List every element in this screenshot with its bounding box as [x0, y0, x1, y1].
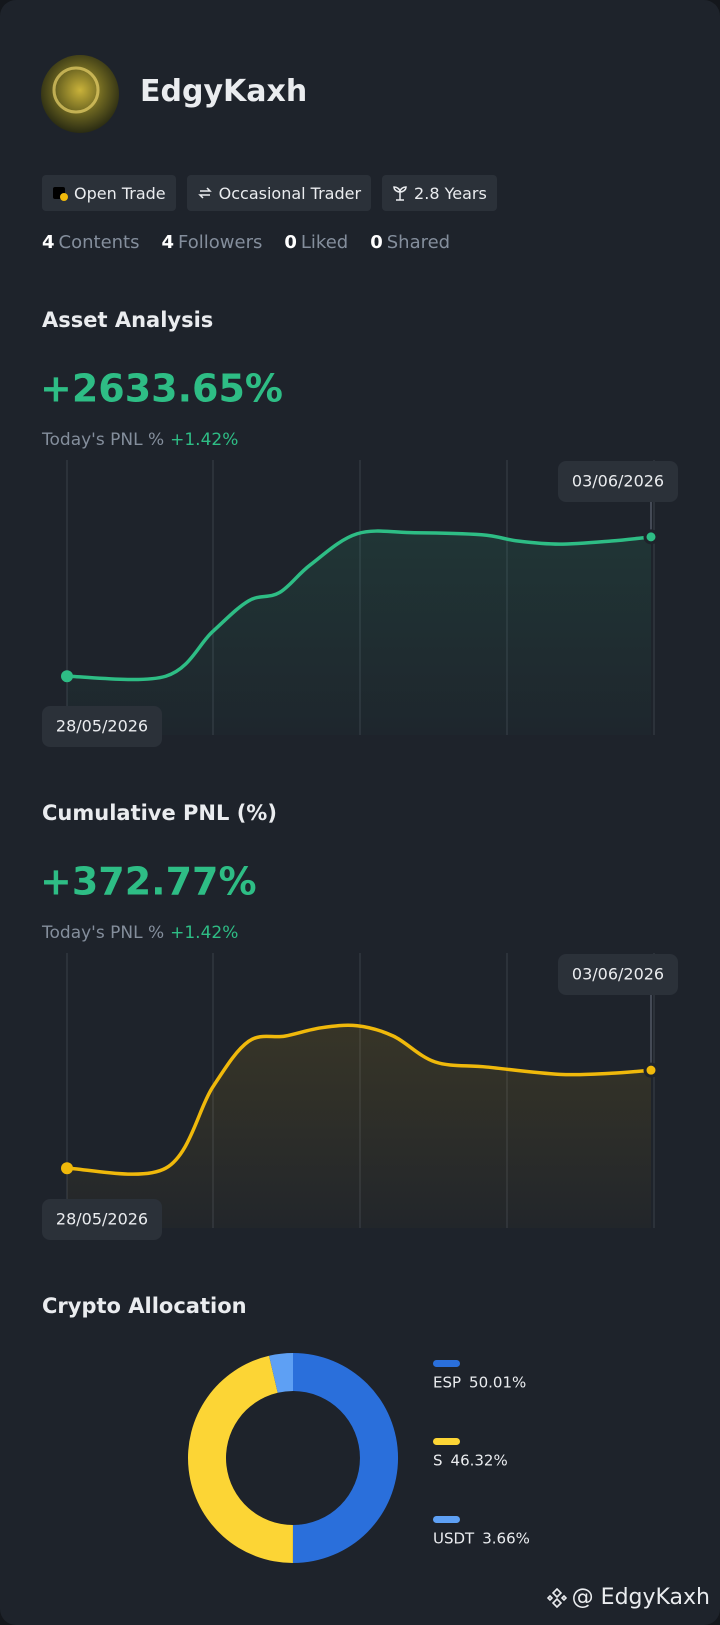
legend-name: USDT [433, 1530, 475, 1548]
tag[interactable]: Occasional Trader [186, 175, 372, 211]
legend-swatch [433, 1360, 460, 1367]
legend-swatch [433, 1438, 460, 1445]
stat-count: 0 [284, 232, 297, 253]
slice [269, 1353, 293, 1393]
tag-label: Occasional Trader [218, 183, 362, 203]
stat[interactable]: 0 Liked [284, 232, 348, 253]
pnl-value: +1.42% [170, 923, 238, 943]
tag[interactable]: 2.8 Years [382, 175, 497, 211]
stat-count: 0 [370, 232, 383, 253]
start-dot [61, 1162, 73, 1175]
headline-value: +372.77% [40, 860, 257, 904]
stat-label: Liked [300, 232, 349, 253]
section-title: Crypto Allocation [42, 1294, 247, 1318]
stat[interactable]: 0 Shared [370, 232, 450, 253]
slice [292, 1353, 399, 1564]
end-date: 03/06/2026 [572, 472, 664, 491]
slice [187, 1355, 293, 1563]
tags: Open Trade Occasional Trader 2.8 Years [42, 175, 497, 211]
end-dot [643, 529, 659, 545]
stat[interactable]: 4 Followers [162, 232, 263, 253]
stats: 4 Contents 4 Followers 0 Liked 0 Shared [42, 232, 450, 253]
legend-name: ESP [433, 1374, 461, 1392]
stat-label: Followers [178, 232, 263, 253]
end-dot [643, 1062, 659, 1078]
stat-label: Contents [58, 232, 140, 253]
date-badge [558, 461, 678, 502]
watermark-text: @ EdgyKaxh [571, 1585, 710, 1610]
start-date: 28/05/2026 [56, 717, 148, 736]
date-badge [42, 1199, 162, 1240]
legend-swatch [433, 1516, 460, 1523]
stat-count: 4 [161, 232, 175, 253]
avatar-detail [52, 66, 100, 114]
legend-value: 50.01% [469, 1374, 526, 1392]
avatar[interactable] [41, 55, 119, 133]
start-dot [61, 670, 73, 683]
stat[interactable]: 4 Contents [42, 232, 140, 253]
legend-name: S [433, 1452, 443, 1470]
section-title: Asset Analysis [42, 308, 213, 332]
date-badge [558, 954, 678, 995]
tag[interactable]: Open Trade [42, 175, 176, 211]
watermark: @ EdgyKaxh [546, 1585, 710, 1610]
legend-value: 46.32% [451, 1452, 508, 1470]
end-date: 03/06/2026 [572, 965, 664, 984]
tag-label: Open Trade [74, 183, 166, 203]
line [66, 529, 652, 682]
headline-value: +2633.65% [40, 367, 283, 411]
stat-count: 4 [42, 232, 55, 253]
date-badge [42, 706, 162, 747]
stat-label: Shared [386, 232, 451, 253]
section-title: Cumulative PNL (%) [42, 801, 277, 825]
start-date: 28/05/2026 [56, 1210, 148, 1229]
pnl-label: Today's PNL % [41, 923, 164, 943]
area [67, 1025, 651, 1228]
area [67, 531, 651, 735]
tag-label: 2.8 Years [414, 183, 487, 203]
pnl-label: Today's PNL % [41, 430, 164, 450]
pnl-value: +1.42% [170, 430, 238, 450]
line [66, 1023, 652, 1176]
username: EdgyKaxh [140, 74, 308, 109]
legend-value: 3.66% [482, 1530, 530, 1548]
